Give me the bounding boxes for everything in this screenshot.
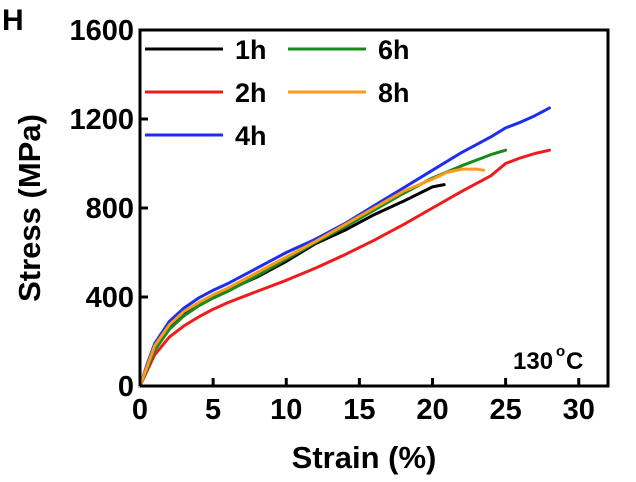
y-tick-label: 0 xyxy=(118,371,134,403)
legend-label-2h: 2h xyxy=(235,78,267,108)
legend-label-6h: 6h xyxy=(378,35,410,65)
series-line-4h xyxy=(138,106,551,388)
x-tick-label: 20 xyxy=(416,394,448,426)
x-axis-title: Strain (%) xyxy=(292,440,437,475)
legend-label-4h: 4h xyxy=(235,121,267,151)
annotation-unit: C xyxy=(566,348,583,375)
y-axis-title: Stress (MPa) xyxy=(12,114,47,302)
series-line-8h xyxy=(138,167,486,388)
panel-label: H xyxy=(2,4,24,37)
y-tick-label: 800 xyxy=(86,193,134,225)
x-tick-label: 10 xyxy=(270,394,302,426)
series-line-2h xyxy=(138,148,551,388)
x-tick-label: 25 xyxy=(489,394,521,426)
series-line-1h xyxy=(138,183,446,388)
annotation-degree: o xyxy=(556,343,565,360)
x-tick-label: 15 xyxy=(343,394,375,426)
y-tick-label: 1600 xyxy=(69,15,134,47)
series-layer xyxy=(138,106,551,388)
x-tick-label: 5 xyxy=(205,394,221,426)
series-line-6h xyxy=(138,148,508,388)
temperature-annotation: 130 o C xyxy=(513,343,583,375)
y-tick-label: 400 xyxy=(86,282,134,314)
legend-label-8h: 8h xyxy=(378,78,410,108)
tick-layer: 0 5 10 15 20 25 30 0 400 800 1200 1600 xyxy=(69,15,594,426)
y-tick-label: 1200 xyxy=(69,104,134,136)
legend: 1h 2h 4h 6h 8h xyxy=(145,35,410,151)
legend-label-1h: 1h xyxy=(235,35,267,65)
x-tick-label: 30 xyxy=(563,394,595,426)
plot-area: 0 5 10 15 20 25 30 0 400 800 1200 1600 1h 2h 4h 6h 8h xyxy=(69,15,610,426)
x-tick-label: 0 xyxy=(132,394,148,426)
annotation-value: 130 xyxy=(513,348,553,375)
